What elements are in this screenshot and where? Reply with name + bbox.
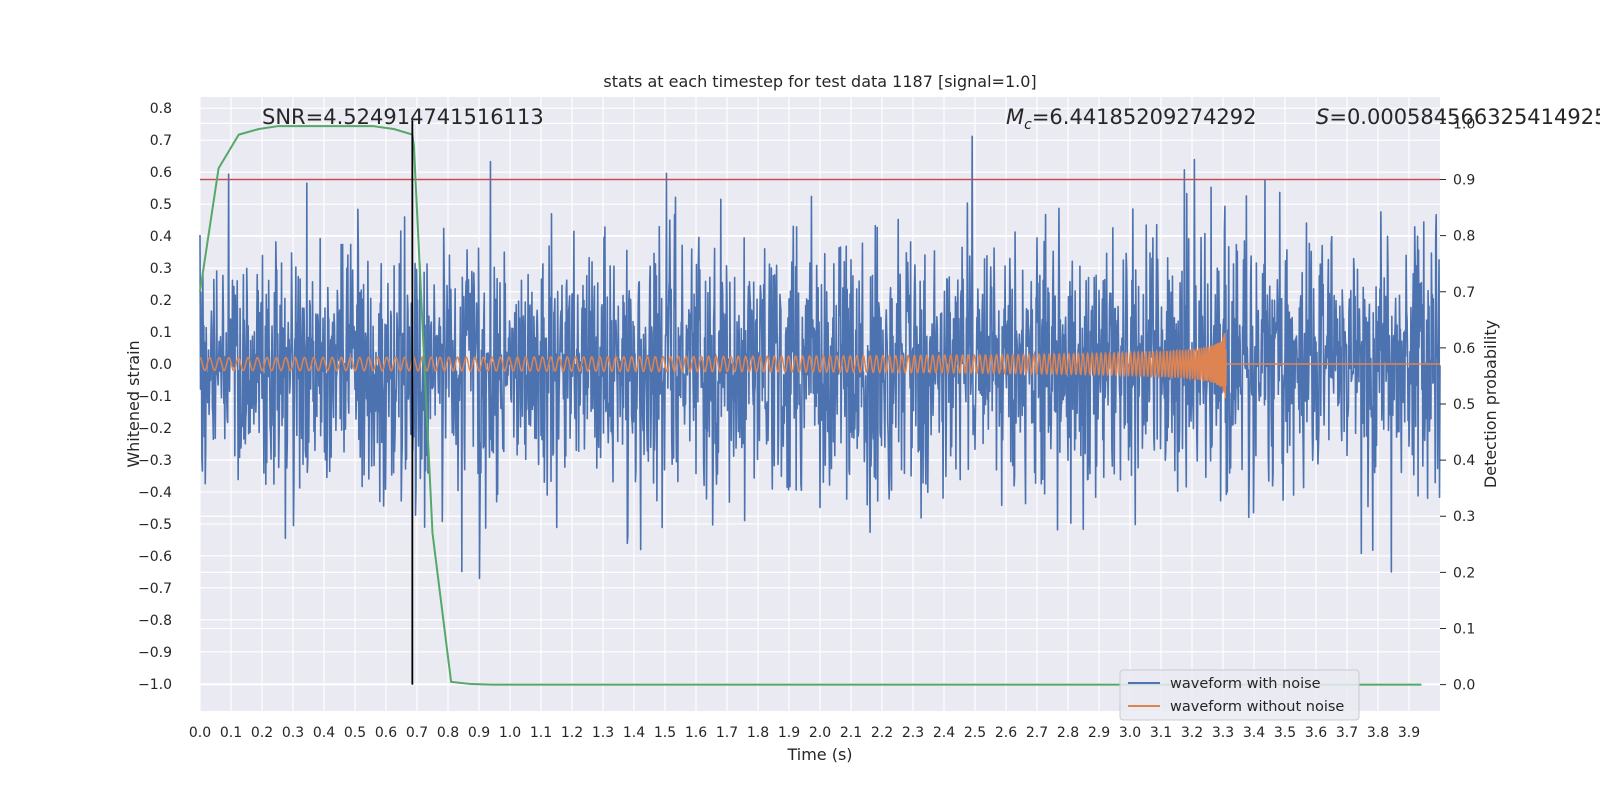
x-tick-label-17: 1.7 xyxy=(716,725,738,741)
y-tick-label-15: −0.7 xyxy=(138,581,172,597)
y-tick-label-right-2: 0.8 xyxy=(1453,229,1475,245)
noise-line xyxy=(199,135,1441,580)
x-tick-label-8: 0.8 xyxy=(437,725,459,741)
y-tick-label-8: 0.0 xyxy=(150,357,172,373)
x-tick-label-32: 3.2 xyxy=(1181,725,1203,741)
x-tick-label-36: 3.6 xyxy=(1305,725,1327,741)
y-tick-label-12: −0.4 xyxy=(138,485,172,501)
y-tick-label-right-5: 0.5 xyxy=(1453,397,1475,413)
x-tick-label-19: 1.9 xyxy=(778,725,800,741)
x-tick-label-23: 2.3 xyxy=(902,725,924,741)
x-tick-label-39: 3.9 xyxy=(1398,725,1420,741)
y-tick-label-right-10: 0.0 xyxy=(1453,678,1475,694)
x-tick-label-15: 1.5 xyxy=(654,725,676,741)
x-tick-label-30: 3.0 xyxy=(1119,725,1141,741)
y-tick-label-7: 0.1 xyxy=(150,325,172,341)
clean-line xyxy=(199,333,1440,399)
x-tick-label-11: 1.1 xyxy=(530,725,552,741)
y-tick-label-right-6: 0.4 xyxy=(1453,453,1475,469)
x-tick-label-14: 1.4 xyxy=(623,725,645,741)
y-tick-label-3: 0.5 xyxy=(150,197,172,213)
x-axis-label: Time (s) xyxy=(786,745,852,764)
x-tick-label-9: 0.9 xyxy=(468,725,490,741)
s-value: =0.000584566325414925 xyxy=(1329,105,1600,129)
y-tick-label-right-9: 0.1 xyxy=(1453,621,1475,637)
y-tick-label-2: 0.6 xyxy=(150,165,172,181)
x-tick-label-4: 0.4 xyxy=(313,725,335,741)
chirp-mass-symbol: M xyxy=(1006,105,1024,129)
x-tick-label-18: 1.8 xyxy=(747,725,769,741)
y-tick-label-9: −0.1 xyxy=(138,389,172,405)
x-tick-label-25: 2.5 xyxy=(964,725,986,741)
y-tick-label-10: −0.2 xyxy=(138,421,172,437)
x-tick-label-12: 1.2 xyxy=(561,725,583,741)
x-tick-label-24: 2.4 xyxy=(933,725,955,741)
x-tick-label-26: 2.6 xyxy=(995,725,1017,741)
series-waveform-with-noise xyxy=(199,135,1441,580)
x-tick-label-3: 0.3 xyxy=(282,725,304,741)
y-tick-label-right-4: 0.6 xyxy=(1453,341,1475,357)
x-tick-label-16: 1.6 xyxy=(685,725,707,741)
y-tick-label-4: 0.4 xyxy=(150,229,172,245)
legend-box xyxy=(1119,669,1360,721)
y-tick-label-17: −0.9 xyxy=(138,645,172,661)
chirp-mass-annotation: Mc=6.44185209274292 xyxy=(1006,105,1257,133)
y-tick-label-16: −0.8 xyxy=(138,613,172,629)
y-tick-label-1: 0.7 xyxy=(150,133,172,149)
x-tick-label-38: 3.8 xyxy=(1367,725,1389,741)
x-tick-label-37: 3.7 xyxy=(1336,725,1358,741)
legend-label-clean: waveform without noise xyxy=(1170,699,1344,715)
x-tick-label-0: 0.0 xyxy=(189,725,211,741)
y-tick-label-13: −0.5 xyxy=(138,517,172,533)
x-tick-label-2: 0.2 xyxy=(251,725,273,741)
chart-title: stats at each timestep for test data 118… xyxy=(603,72,1036,91)
x-tick-label-27: 2.7 xyxy=(1026,725,1048,741)
y-tick-label-0: 0.8 xyxy=(150,101,172,117)
x-tick-label-6: 0.6 xyxy=(375,725,397,741)
x-tick-label-28: 2.8 xyxy=(1057,725,1079,741)
y-tick-label-5: 0.3 xyxy=(150,261,172,277)
x-tick-label-10: 1.0 xyxy=(499,725,521,741)
y-ticks-right: 1.0 0.9 0.8 0.7 0.6 0.5 0.4 0.3 0.2 0.1 0.0 xyxy=(1440,116,1475,694)
y-ticks-left: 0.8 0.7 0.6 0.5 0.4 0.3 0.2 0.1 0.0 −0.1 −0.2 −0.3 −… xyxy=(138,101,172,693)
x-tick-label-7: 0.7 xyxy=(406,725,428,741)
x-tick-label-21: 2.1 xyxy=(840,725,862,741)
y-axis-label-right: Detection probability xyxy=(1481,320,1500,488)
s-symbol: S xyxy=(1316,105,1329,129)
x-tick-label-34: 3.4 xyxy=(1243,725,1265,741)
x-ticks: 0.0 0.1 0.2 0.3 0.4 0.5 0.6 0.7 0.8 0.9 1.0 1.1 1.2 1… xyxy=(189,725,1420,741)
y-tick-label-right-1: 0.9 xyxy=(1453,173,1475,189)
chirp-mass-subscript: c xyxy=(1024,117,1032,133)
x-tick-label-5: 0.5 xyxy=(344,725,366,741)
x-tick-label-31: 3.1 xyxy=(1150,725,1172,741)
grid-horizontal xyxy=(200,107,1440,685)
x-tick-label-29: 2.9 xyxy=(1088,725,1110,741)
snr-annotation: SNR=4.524914741516113 xyxy=(262,105,544,129)
x-tick-label-20: 2.0 xyxy=(809,725,831,741)
legend-label-noise: waveform with noise xyxy=(1170,676,1321,692)
y-tick-label-6: 0.2 xyxy=(150,293,172,309)
x-tick-label-13: 1.3 xyxy=(592,725,614,741)
x-tick-label-33: 3.3 xyxy=(1212,725,1234,741)
y-tick-label-right-8: 0.2 xyxy=(1453,565,1475,581)
y-tick-label-14: −0.6 xyxy=(138,549,172,565)
chirp-mass-value: =6.44185209274292 xyxy=(1032,105,1257,129)
y-axis-label: Whitened strain xyxy=(124,340,143,467)
y-tick-label-right-7: 0.3 xyxy=(1453,509,1475,525)
y-tick-label-right-3: 0.7 xyxy=(1453,285,1475,301)
s-annotation: S=0.000584566325414925 xyxy=(1316,105,1600,129)
y-tick-label-11: −0.3 xyxy=(138,453,172,469)
series-waveform-without-noise xyxy=(199,333,1440,399)
x-tick-label-1: 0.1 xyxy=(220,725,242,741)
x-tick-label-35: 3.5 xyxy=(1274,725,1296,741)
legend: waveform with noise waveform without noi… xyxy=(1119,669,1360,721)
y-tick-label-18: −1.0 xyxy=(138,677,172,693)
y-tick-label-right-0: 1.0 xyxy=(1453,116,1475,132)
x-tick-label-22: 2.2 xyxy=(871,725,893,741)
